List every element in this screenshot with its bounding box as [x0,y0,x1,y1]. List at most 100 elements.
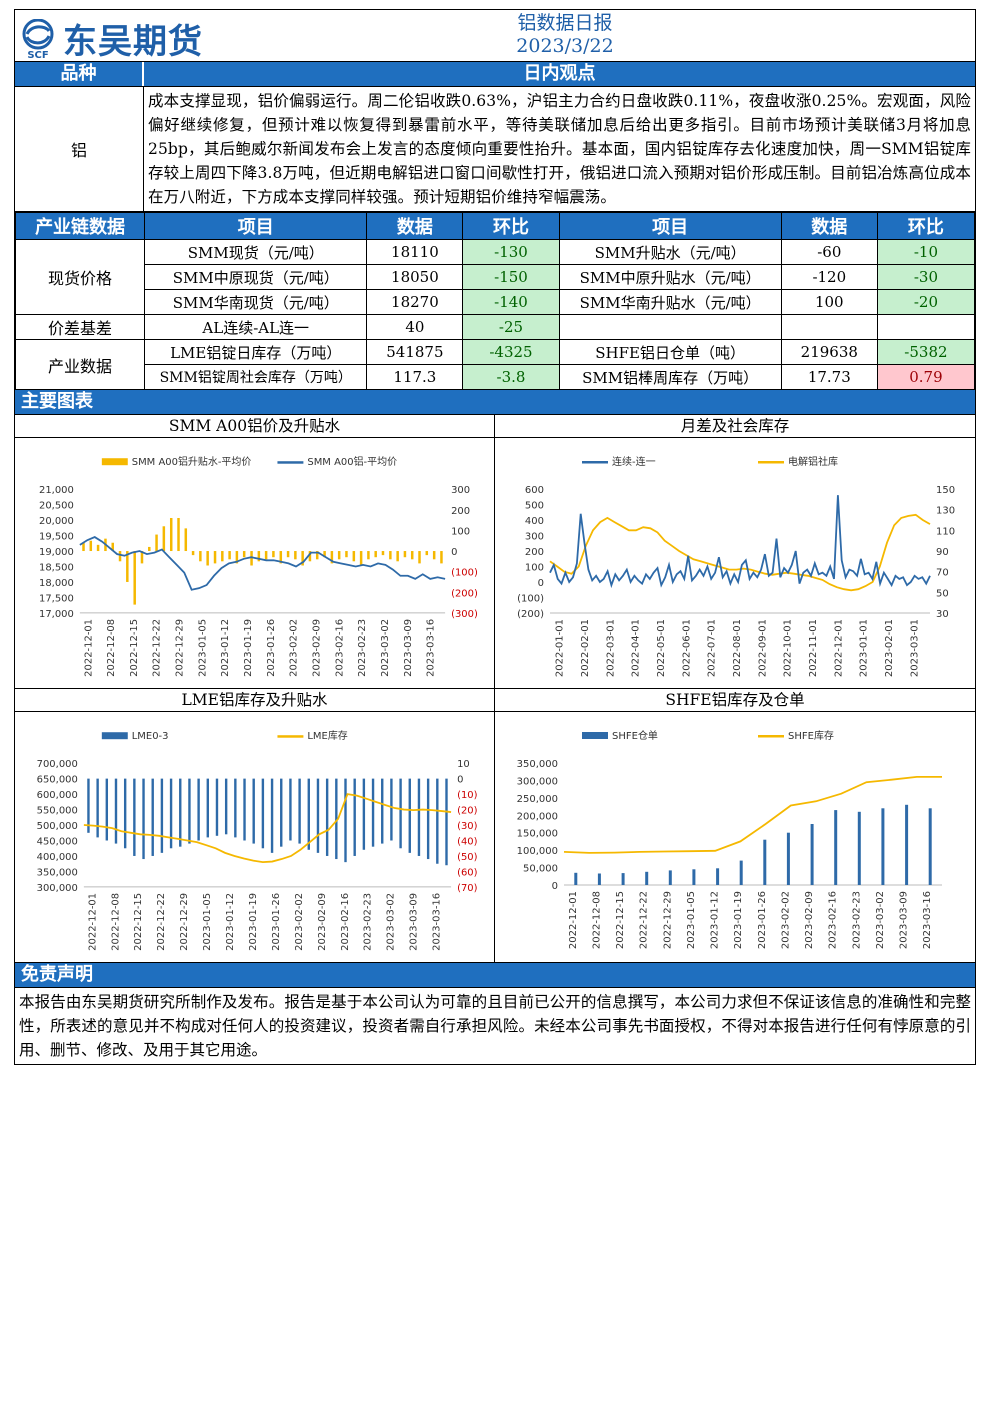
y-tick-left: 17,000 [39,609,74,620]
spread-bar [206,778,209,838]
warrant-bar [763,839,767,885]
spread-bar [307,778,310,850]
x-tick: 2023-03-16 [922,891,933,949]
x-tick: 2023-01-05 [686,891,697,949]
group-label: 产业数据 [14,339,146,390]
y-tick-right: (40) [457,836,478,847]
change-cell: -10 [876,239,976,265]
x-tick: 2022-12-01 [568,891,579,949]
chain-data-table: 产业链数据 项目 数据 环比 项目 数据 环比 现货价格 SMM现货（元/吨） … [14,212,976,390]
intraday-view: 铝 成本支撑显现，铝价偏弱运行。周二伦铝收跌0.63%，沪铝主力合约日盘收跌0.… [15,87,975,212]
y-tick-right: (300) [451,609,478,620]
y-tick-right: (50) [457,852,478,863]
y-tick-right: 0 [457,775,463,786]
item-cell [558,314,782,340]
x-tick: 2022-10-01 [783,619,794,677]
spread-bar [335,778,338,860]
y-tick-left: 0 [538,578,544,589]
premium-bar [294,551,297,560]
warrant-bar [574,872,578,885]
premium-bar [206,551,209,566]
report-page: SCF 东吴期货 铝数据日报 2023/3/22 品种 日内观点 铝 成本支撑显… [14,9,976,1065]
legend-swatch [758,461,784,464]
legend-swatch [758,735,784,738]
x-tick: 2023-01-05 [202,893,213,951]
change-cell: -30 [876,264,976,290]
legend-label: SMM A00铝升贴水-平均价 [132,455,252,468]
y-tick-left: 19,500 [39,532,74,543]
x-tick: 2023-01-12 [710,891,721,949]
value-cell: 18270 [366,289,464,315]
y-tick-left: 17,500 [39,593,74,604]
view-text: 成本支撑显现，铝价偏弱运行。周二伦铝收跌0.63%，沪铝主力合约日盘收跌0.11… [148,92,971,206]
spread-bar [123,778,127,849]
legend-label: LME库存 [307,729,347,742]
x-tick: 2022-12-15 [133,893,144,951]
x-tick: 2023-02-02 [289,619,300,677]
premium-bar [337,551,341,560]
x-tick: 2023-02-23 [851,891,862,949]
x-tick: 2023-03-16 [432,893,443,951]
x-tick: 2023-01-12 [220,619,231,677]
spread-bar [280,778,283,847]
legend-swatch [582,461,608,464]
spread-bar [298,778,301,844]
spread-bar [362,778,366,850]
y-tick-right: (200) [451,588,478,599]
premium-bar [257,551,261,562]
x-tick: 2022-03-01 [605,619,616,677]
change-cell: -3.8 [462,364,560,390]
x-tick: 2022-09-01 [757,619,768,677]
x-tick: 2023-01-26 [757,891,768,949]
x-tick: 2023-02-02 [780,891,791,949]
spread-bar [160,778,164,853]
spread-bar [197,778,200,841]
charts-grid: SMM A00铝价及升贴水 SMM A00铝升贴水-平均价 SMM A00铝-平均… [15,415,975,963]
table-header: 环比 [876,212,976,240]
chart-panel: SMM A00铝价及升贴水 SMM A00铝升贴水-平均价 SMM A00铝-平均… [15,415,495,689]
x-tick: 2022-12-29 [179,893,190,951]
y-tick-right: 50 [936,588,949,599]
premium-bar [432,551,436,560]
spread-bar [261,778,265,849]
price-line [79,536,446,591]
warrant-bar [668,870,672,885]
x-tick: 2023-03-09 [409,893,420,951]
premium-bar [352,551,356,562]
chart-title: SHFE铝库存及仓单 [495,689,975,712]
report-title: 铝数据日报 [517,12,613,34]
premium-bar [177,517,180,552]
premium-bar [272,551,275,558]
x-tick: 2022-12-08 [591,891,602,949]
premium-bar [228,551,231,560]
stock-line [549,513,931,592]
x-tick: 2022-12-22 [152,619,163,677]
disclaimer-header: 免责声明 [15,963,975,988]
x-tick: 2023-03-09 [403,619,414,677]
y-tick-left: 700,000 [37,759,78,770]
x-tick: 2022-12-01 [87,893,98,951]
logo-icon: SCF [19,18,57,61]
legend-swatch [101,732,128,740]
y-tick-right: 110 [936,526,955,537]
table-header-row: 产业链数据 项目 数据 环比 项目 数据 环比 [14,212,976,240]
spread-bar [87,778,90,833]
premium-bar [148,546,151,552]
premium-bar [403,551,407,558]
y-tick-right: 30 [936,609,949,620]
warrant-bar [857,811,861,885]
disclaimer-text: 本报告由东吴期货研究所制作及发布。报告是基于本公司认为可靠的且目前已公开的信息撰… [19,993,971,1059]
y-tick-left: 0 [552,881,558,892]
change-cell: -20 [876,289,976,315]
chart-title: 月差及社会库存 [495,415,975,438]
change-cell: -25 [462,314,560,340]
y-tick-left: 250,000 [517,794,558,805]
x-tick: 2022-04-01 [631,619,642,677]
group-label: 价差基差 [14,314,146,340]
spread-bar [270,778,274,853]
spread-bar [105,778,109,841]
premium-bar [126,551,129,582]
y-tick-left: 350,000 [37,867,78,878]
chart-spread-stock: 连续-连一 电解铝社库 600 500 400 300 200 100 0 (100) (200) 1… [517,455,955,677]
premium-bar [374,551,377,558]
